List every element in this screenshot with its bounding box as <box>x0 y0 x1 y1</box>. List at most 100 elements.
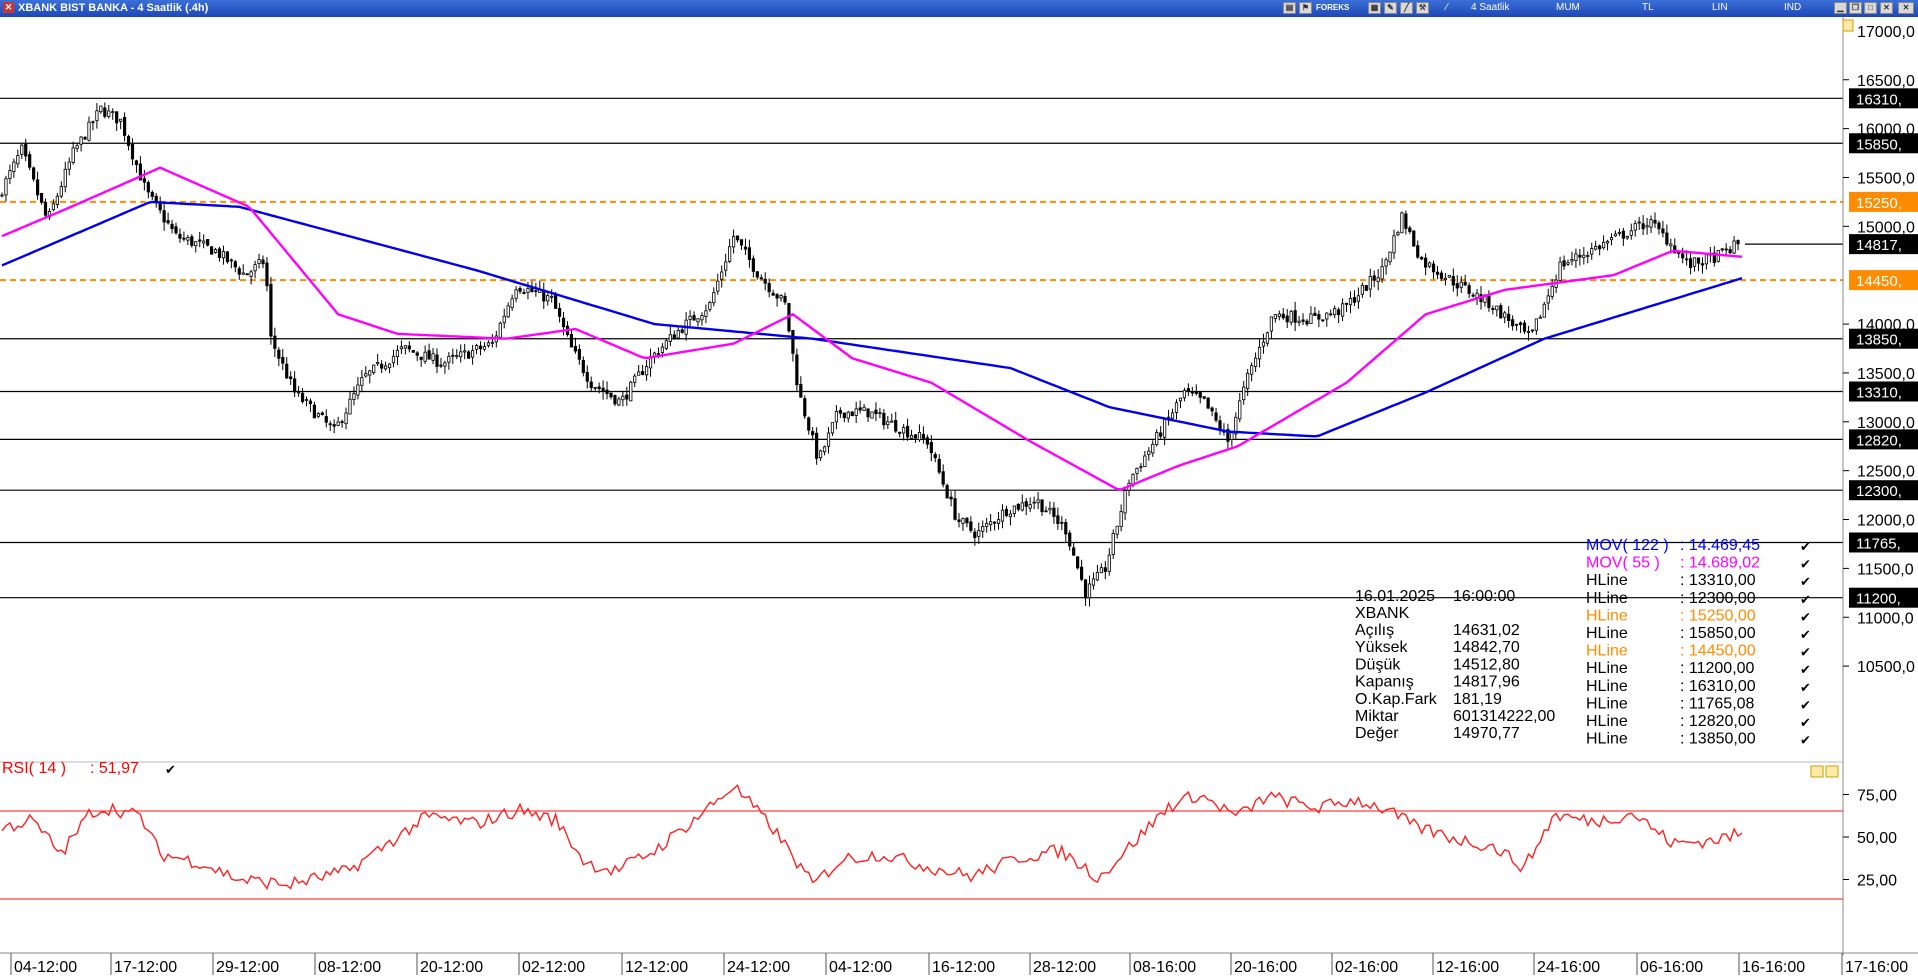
close-icon[interactable]: ✕ <box>1880 2 1893 14</box>
legend-name: HLine <box>1586 590 1628 607</box>
indicator-selector[interactable]: IND <box>1784 2 1802 13</box>
price-tick-label: 13500,0 <box>1857 366 1915 383</box>
candle-body <box>1578 254 1582 258</box>
toolbar-line-icon[interactable]: ╱ <box>1400 2 1413 14</box>
candle-body <box>1246 372 1250 389</box>
candle-body <box>186 237 190 241</box>
candle-body <box>1491 308 1495 310</box>
candle-body <box>158 202 162 211</box>
foreks-logo[interactable]: FOREKS <box>1316 3 1350 12</box>
candle-body <box>1360 284 1364 295</box>
legend-name: HLine <box>1586 678 1628 695</box>
candle-body <box>822 446 827 453</box>
rsi-pane-pin-icon[interactable] <box>1810 765 1824 778</box>
toolbar-tool-icon[interactable]: ⚒ <box>1416 2 1429 14</box>
legend-check-icon[interactable]: ✔ <box>1800 574 1811 589</box>
toolbar-draw-icon[interactable]: ✎ <box>1384 2 1397 14</box>
candle-body <box>95 110 99 122</box>
candle-body <box>992 521 997 524</box>
candle-body <box>1558 261 1562 282</box>
candle-body <box>779 295 783 299</box>
candle-body <box>534 290 538 293</box>
candle-body <box>1518 322 1523 325</box>
window-title: XBANK BIST BANKA - 4 Saatlik (.4h) <box>18 2 209 14</box>
price-pane-pin-icon[interactable] <box>1842 19 1854 32</box>
info-row-value: 14631,02 <box>1453 622 1520 639</box>
legend-check-icon[interactable]: ✔ <box>1800 733 1811 748</box>
legend-check-icon[interactable]: ✔ <box>1800 680 1811 695</box>
candle-body <box>830 422 835 434</box>
candle-body <box>1040 499 1044 513</box>
candle-body <box>739 239 744 246</box>
price-tick-label: 15500,0 <box>1857 170 1915 187</box>
candle-body <box>510 298 514 308</box>
hline-tags: 16310, 15850, 15250, 14817, 14450, 13850, 1331… <box>1849 88 1918 608</box>
candle-body <box>119 118 123 122</box>
candle-body <box>921 433 926 439</box>
candle-body <box>502 315 506 324</box>
candle-body <box>103 107 107 117</box>
time-tick-label: 12-16:00 <box>1436 959 1499 976</box>
indicator-legend[interactable]: MOV( 122 ): 14.469,45 ✔ MOV( 55 ): 14.689,… <box>1586 537 1811 748</box>
candle-body <box>1230 432 1234 440</box>
candle-body <box>229 259 233 262</box>
candle-body <box>1431 263 1436 273</box>
legend-check-icon[interactable]: ✔ <box>1800 592 1811 607</box>
chart-type-selector[interactable]: MUM <box>1556 2 1580 13</box>
minimize-icon[interactable]: ▁ <box>1834 2 1847 14</box>
scale-selector[interactable]: LIN <box>1712 2 1728 13</box>
rsi-pane-close-icon[interactable] <box>1825 765 1839 778</box>
candle-body <box>1163 418 1167 438</box>
candle-body <box>581 359 585 373</box>
toolbar-grid-icon[interactable]: ▦ <box>1368 2 1381 14</box>
candle-body <box>182 237 186 240</box>
period-selector[interactable]: 4 Saatlik <box>1471 2 1510 13</box>
candle-body <box>668 334 672 342</box>
restore-icon[interactable]: ❐ <box>1849 2 1862 14</box>
legend-check-icon[interactable]: ✔ <box>1800 662 1811 677</box>
legend-check-icon[interactable]: ✔ <box>1800 697 1811 712</box>
candle-body <box>613 395 617 405</box>
candle-body <box>269 283 273 337</box>
candle-body <box>1732 240 1736 254</box>
candle-body <box>811 431 815 436</box>
legend-check-icon[interactable]: ✔ <box>1800 557 1811 572</box>
candle-body <box>498 322 502 338</box>
candle-body <box>1293 310 1297 323</box>
legend-check-icon[interactable]: ✔ <box>1800 645 1811 660</box>
time-tick-label: 20-16:00 <box>1234 959 1297 976</box>
candle-body <box>1076 556 1080 569</box>
candle-body <box>1736 240 1740 245</box>
candle-body <box>1238 400 1242 420</box>
legend-check-icon[interactable]: ✔ <box>1800 539 1811 554</box>
window-close-icon[interactable]: ✕ <box>1898 2 1914 14</box>
candle-body <box>1079 566 1084 580</box>
candle-body <box>1435 271 1440 275</box>
candle-body <box>1613 233 1618 237</box>
candle-body <box>905 425 910 438</box>
legend-check-icon[interactable]: ✔ <box>1800 715 1811 730</box>
legend-check-icon[interactable]: ✔ <box>1800 609 1811 624</box>
candle-body <box>1289 311 1293 323</box>
candle-body <box>241 272 245 275</box>
price-chart[interactable]: 17000,016500,016000,015500,015000,014000… <box>0 17 1918 977</box>
candle-body <box>724 261 728 271</box>
candle-body <box>1095 571 1100 581</box>
legend-name: HLine <box>1586 607 1628 624</box>
candle-body <box>913 434 918 439</box>
hline-tag-label: 14817, <box>1856 237 1902 254</box>
price-tick-label: 11500,0 <box>1857 561 1914 578</box>
candle-body <box>577 348 581 360</box>
toolbar-color-icon[interactable]: ▤ <box>1283 2 1296 14</box>
candle-body <box>1653 219 1657 224</box>
candle-body <box>818 450 823 459</box>
candle-body <box>985 522 989 527</box>
candle-body <box>1447 274 1451 278</box>
toolbar-flag-icon[interactable]: ⚑ <box>1299 2 1312 14</box>
currency-selector[interactable]: TL <box>1642 2 1654 13</box>
candle-body <box>273 335 277 349</box>
candle-body <box>1570 259 1574 262</box>
rsi-check-icon[interactable]: ✔ <box>165 762 176 777</box>
legend-check-icon[interactable]: ✔ <box>1800 627 1811 642</box>
maximize-icon[interactable]: □ <box>1864 2 1877 14</box>
